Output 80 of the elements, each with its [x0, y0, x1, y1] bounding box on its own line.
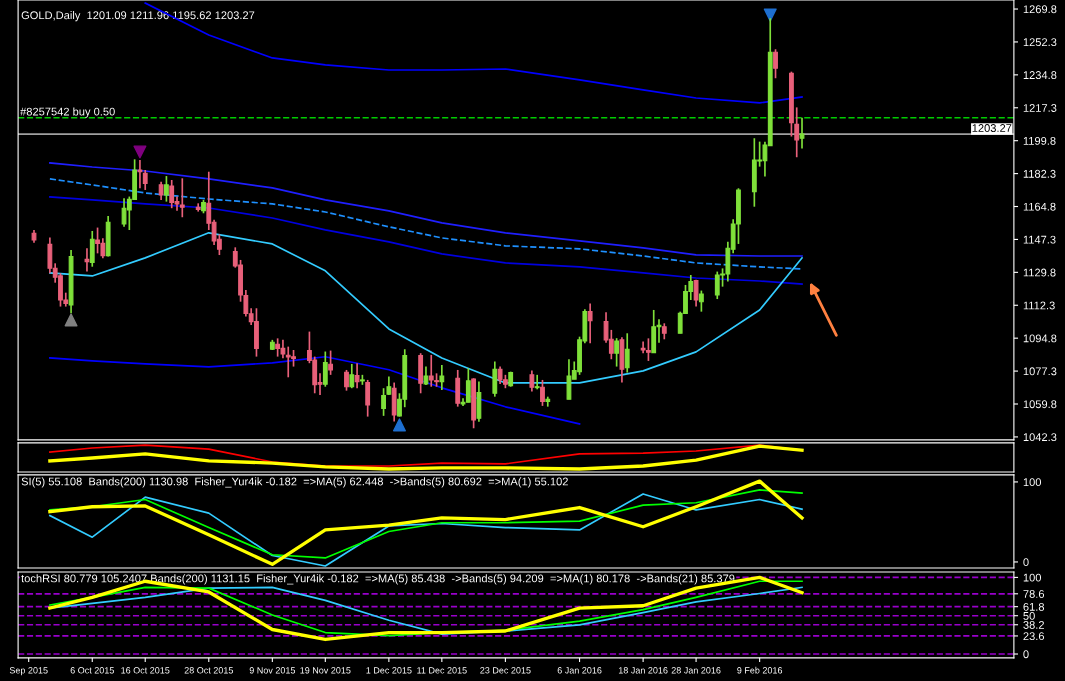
- ref-line-label: #8257542 buy 0.50: [20, 107, 115, 118]
- x-tick-label: 9 Feb 2016: [737, 666, 783, 674]
- line-series: [48, 479, 804, 567]
- y-tick-label: 100: [1023, 478, 1042, 487]
- line-series: [49, 232, 803, 384]
- line-series: [49, 493, 803, 567]
- candlestick: [465, 367, 471, 404]
- line-series: [49, 162, 803, 257]
- x-tick-label: Sep 2015: [9, 667, 48, 676]
- candlestick: [540, 379, 545, 407]
- y-tick-label: 1147.3: [1023, 235, 1056, 244]
- x-tick-label: 28 Oct 2015: [184, 667, 233, 674]
- y-tick-label: 0: [1023, 650, 1029, 659]
- candlestick: [439, 364, 445, 391]
- candlestick: [794, 106, 800, 159]
- candlestick: [275, 337, 281, 358]
- ref-line-label: 1203.27: [972, 124, 1012, 132]
- text: GOLD,Daily 1201.09 1211.96 1195.62 1203.27: [21, 11, 255, 22]
- y-tick-label: 1077.3: [1023, 367, 1057, 376]
- y-tick-label: 100: [1023, 573, 1042, 582]
- y-tick-label: 1042.3: [1023, 433, 1057, 442]
- x-tick-label: 28 Jan 2016: [671, 667, 721, 674]
- candlestick: [164, 175, 169, 203]
- y-tick-label: 61.8: [1023, 602, 1045, 611]
- candlestick: [529, 369, 535, 393]
- candlestick: [89, 230, 95, 268]
- candlestick: [381, 387, 386, 417]
- candlestick: [349, 363, 355, 390]
- point: [133, 145, 147, 159]
- y-tick-label: 1094.8: [1023, 334, 1057, 343]
- x-tick-label: 18 Jan 2016: [618, 667, 668, 674]
- line-series: [49, 178, 803, 270]
- y-tick-label: 1129.8: [1023, 268, 1056, 277]
- candlestick: [365, 379, 371, 418]
- x-tick-label: 9 Nov 2015: [249, 667, 296, 674]
- x-tick-label: 19 Nov 2015: [300, 667, 351, 674]
- candlestick: [322, 350, 328, 388]
- y-tick-label: 38.2: [1023, 621, 1044, 629]
- y-tick-label: 50: [1023, 611, 1035, 620]
- y-tick-label: 1059.8: [1023, 400, 1057, 409]
- candlestick: [179, 177, 185, 219]
- y-tick-label: 23.6: [1023, 632, 1045, 641]
- y-tick-label: 1234.8: [1023, 71, 1057, 79]
- x-tick-label: 6 Oct 2015: [70, 667, 114, 674]
- candlestick: [587, 302, 593, 345]
- candlestick: [624, 332, 630, 374]
- y-tick-label: 1112.3: [1023, 301, 1055, 310]
- y-tick-label: 1182.3: [1023, 169, 1056, 178]
- x-tick-label: 11 Dec 2015: [417, 667, 467, 674]
- line-series: [49, 196, 803, 285]
- candlestick: [328, 349, 334, 376]
- candlestick: [386, 375, 392, 396]
- chart-title: tochRSI 80.779 105.2407 Bands(200) 1131.15 Fisher_Yur4ik -0.182 =>MA(5) 85.438 ->Bands(5) 94.209 =>MA(1) 80.178 ->Bands(21) 85.379: [21, 574, 735, 585]
- x-tick-label: 23 Dec 2015: [480, 667, 531, 674]
- x-tick-label: 1 Dec 2015: [366, 667, 412, 674]
- candlestick: [698, 289, 704, 313]
- line-series: [49, 355, 581, 425]
- x-tick-label: 16 Oct 2015: [121, 667, 170, 674]
- y-tick-label: 1252.3: [1023, 38, 1057, 47]
- y-tick-label: 1217.3: [1023, 104, 1057, 112]
- candlestick: [693, 279, 699, 308]
- point: [64, 313, 78, 327]
- candlestick: [137, 159, 143, 190]
- candlestick: [158, 180, 164, 201]
- y-tick-label: 1164.8: [1023, 202, 1056, 211]
- candlestick: [614, 337, 620, 368]
- candlestick: [799, 116, 805, 150]
- y-tick-label: 1269.8: [1023, 5, 1057, 14]
- y-tick-label: 0: [1023, 558, 1029, 567]
- y-tick-label: 78.6: [1023, 590, 1045, 598]
- candlestick: [773, 48, 778, 80]
- candlestick: [354, 362, 360, 390]
- line-series: [49, 489, 803, 559]
- x-tick-label: 6 Jan 2016: [557, 667, 602, 674]
- y-tick-label: 1199.8: [1023, 136, 1056, 145]
- candlestick: [142, 169, 148, 191]
- candlestick: [344, 369, 349, 392]
- candlestick: [534, 374, 540, 391]
- candlestick: [84, 247, 90, 273]
- chart-title: SI(5) 55.108 Bands(200) 1130.98 Fisher_Yur4ik -0.182 =>MA(5) 62.448 ->Bands(5) 80.692 =>MA(1) 55.102: [21, 477, 568, 488]
